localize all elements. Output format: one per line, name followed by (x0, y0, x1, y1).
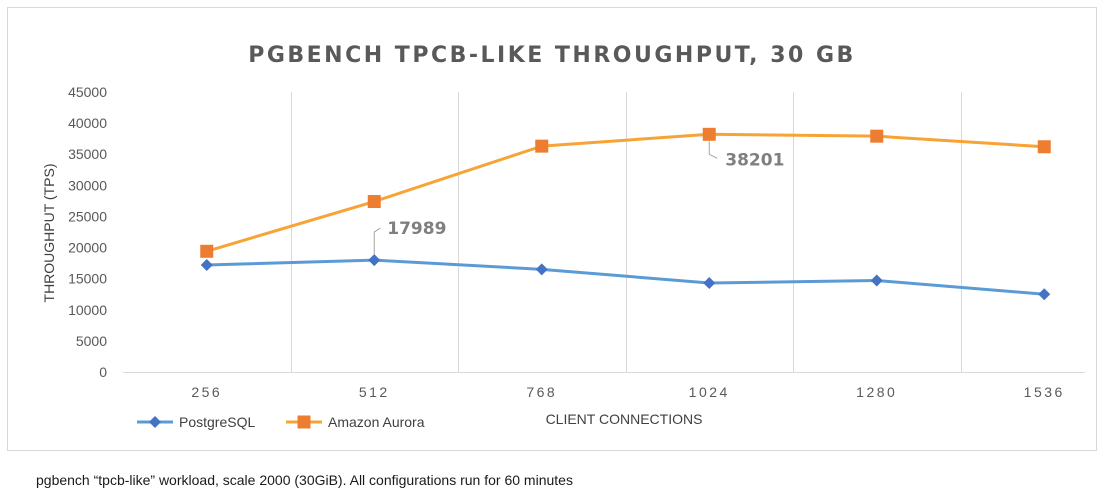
gridlines (123, 92, 1085, 373)
y-tick-label: 0 (99, 364, 107, 380)
x-tick-label: 256 (191, 384, 222, 400)
data-point (535, 139, 549, 153)
legend-label: PostgreSQL (179, 414, 255, 430)
data-point (702, 127, 716, 141)
x-tick-label: 1536 (1024, 384, 1065, 400)
legend-label: Amazon Aurora (328, 414, 425, 430)
annotation-leader (373, 227, 381, 255)
legend: PostgreSQL Amazon Aurora (137, 414, 425, 430)
data-point (367, 195, 381, 209)
series-line (206, 258, 1045, 296)
data-point (1038, 288, 1051, 301)
series-line (206, 132, 1045, 253)
data-point (870, 274, 883, 287)
series-layer (200, 127, 1051, 301)
x-axis-label: CLIENT CONNECTIONS (546, 411, 703, 427)
data-point (368, 254, 381, 267)
legend-item: Amazon Aurora (286, 414, 425, 430)
legend-item: PostgreSQL (137, 414, 255, 430)
data-point (870, 129, 884, 143)
chart-frame (7, 7, 1097, 451)
annotation-leader (708, 141, 718, 159)
y-tick-label: 10000 (68, 302, 107, 318)
y-tick-label: 35000 (68, 146, 107, 162)
annotations: 17989 38201 (373, 141, 784, 255)
chart-title: PGBENCH TPCB-LIKE THROUGHPUT, 30 GB (248, 43, 856, 68)
y-tick-label: 40000 (68, 115, 107, 131)
series-0 (200, 254, 1051, 301)
x-tick-label: 1024 (689, 384, 730, 400)
y-tick-label: 5000 (76, 333, 107, 349)
data-label: 17989 (387, 219, 446, 239)
legend-marker (297, 415, 311, 429)
data-point (200, 258, 213, 271)
y-tick-label: 15000 (68, 271, 107, 287)
figure-caption: pgbench “tpcb-like” workload, scale 2000… (36, 472, 573, 488)
data-point (1037, 140, 1051, 154)
x-tick-label: 1280 (856, 384, 897, 400)
data-point (200, 244, 214, 258)
y-tick-label: 30000 (68, 177, 107, 193)
x-tick-label: 512 (359, 384, 390, 400)
y-axis-label: THROUGHPUT (TPS) (41, 164, 57, 303)
data-label: 38201 (725, 150, 784, 170)
y-tick-label: 20000 (68, 240, 107, 256)
legend-marker (149, 416, 161, 428)
series-1 (200, 127, 1051, 258)
data-point (703, 277, 716, 290)
x-tick-labels: 256 512 768 1024 1280 1536 (191, 384, 1065, 400)
y-tick-label: 45000 (68, 84, 107, 100)
y-tick-label: 25000 (68, 208, 107, 224)
y-tick-labels: 0 5000 10000 15000 20000 25000 30000 35000 40000… (68, 84, 107, 380)
data-point (535, 263, 548, 276)
x-tick-label: 768 (526, 384, 557, 400)
